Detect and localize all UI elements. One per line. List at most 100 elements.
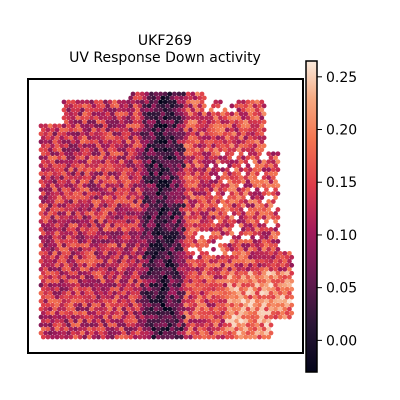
spot [220, 278, 226, 284]
spot [109, 334, 115, 340]
spot [149, 211, 154, 216]
spot [204, 282, 210, 288]
spot [146, 183, 152, 189]
spot [61, 147, 67, 153]
spot [234, 175, 239, 181]
spot [109, 111, 115, 117]
spot [169, 238, 175, 244]
spot [128, 135, 134, 141]
spot [121, 171, 127, 177]
spot [252, 262, 258, 268]
spot [252, 191, 258, 196]
spot [218, 219, 223, 224]
spot [252, 199, 258, 204]
spot [181, 179, 187, 185]
spot [45, 238, 51, 244]
spot [50, 151, 55, 157]
spot [238, 103, 244, 109]
colorbar [305, 60, 318, 373]
spot [224, 127, 230, 133]
spot [190, 115, 196, 121]
spot [241, 203, 246, 208]
spot [146, 286, 152, 292]
spot [119, 310, 124, 316]
spot [160, 334, 166, 340]
spot [139, 203, 145, 208]
spot [158, 306, 164, 312]
spot [43, 227, 48, 232]
spot [45, 231, 51, 236]
spot [109, 167, 115, 173]
spot [100, 135, 106, 141]
spot [149, 306, 154, 312]
spot [105, 215, 111, 220]
spot [169, 326, 175, 332]
spot [185, 330, 191, 336]
spot [181, 211, 187, 216]
spot [167, 115, 173, 121]
spot [266, 302, 272, 308]
spot [266, 231, 272, 236]
spot [231, 123, 237, 129]
spot [234, 238, 239, 244]
spot [91, 199, 97, 204]
spot [123, 310, 129, 316]
spot [73, 151, 78, 157]
spot [45, 183, 51, 189]
spot [261, 119, 267, 125]
spot [93, 139, 99, 145]
spot [47, 147, 53, 153]
spot [160, 95, 166, 101]
spot [181, 155, 187, 161]
spot [261, 231, 267, 236]
spot [261, 159, 267, 165]
spot [98, 322, 104, 328]
spot [123, 223, 129, 228]
spot [247, 215, 253, 220]
spot [176, 258, 182, 264]
spot [204, 139, 210, 145]
spot [114, 143, 120, 149]
spot [275, 159, 281, 165]
spot [153, 179, 159, 185]
spot [73, 191, 78, 196]
spot [43, 131, 48, 137]
spot [215, 302, 221, 308]
spot [158, 219, 164, 224]
spot [70, 258, 76, 264]
spot [243, 127, 249, 133]
spot [107, 211, 113, 216]
spot [178, 246, 184, 252]
spot [50, 262, 55, 268]
spot [109, 318, 115, 324]
spot [275, 310, 281, 316]
spot [201, 159, 207, 165]
spot [114, 238, 120, 244]
spot [82, 262, 88, 268]
spot [96, 199, 101, 204]
spot [38, 163, 44, 169]
spot [89, 203, 94, 208]
spot [176, 306, 182, 312]
spot [109, 231, 115, 236]
spot [192, 191, 198, 196]
spot [270, 183, 276, 189]
spot [169, 310, 175, 316]
spot [218, 258, 223, 264]
spot [103, 242, 108, 248]
spot [52, 203, 58, 208]
spot [178, 167, 184, 173]
spot [160, 254, 166, 260]
spot [236, 171, 242, 177]
spot [144, 242, 150, 248]
spot [257, 135, 262, 141]
spot [135, 330, 141, 336]
spot [40, 310, 46, 316]
spot [121, 147, 127, 153]
spot [50, 199, 55, 204]
spot [236, 219, 242, 224]
spot [40, 231, 46, 236]
spot [257, 127, 262, 133]
spot [114, 175, 120, 181]
spot [183, 326, 189, 332]
